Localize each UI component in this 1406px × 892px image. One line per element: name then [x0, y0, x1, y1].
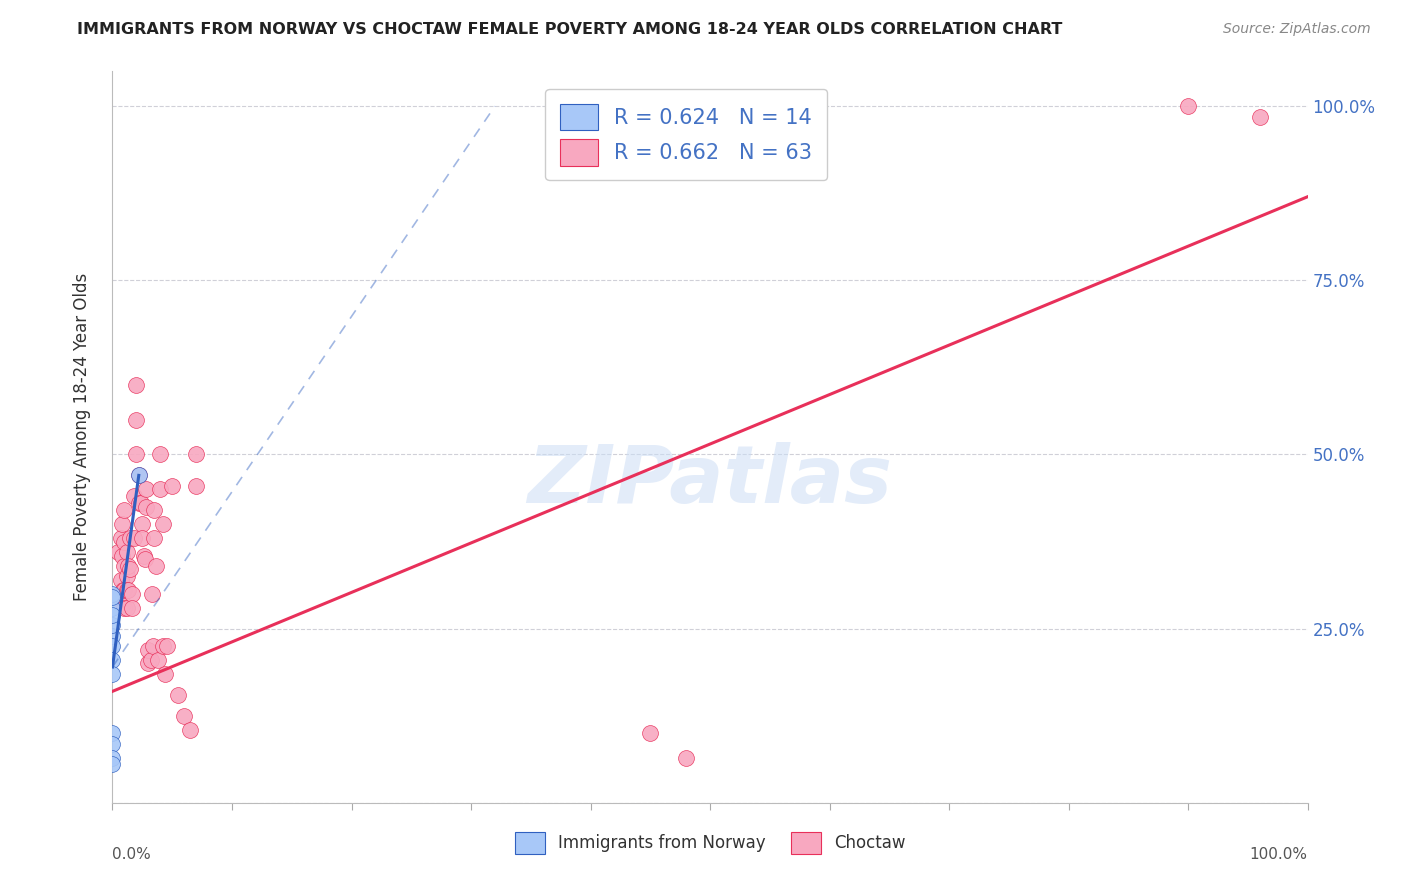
Point — [115, 583, 138, 598]
Y-axis label: Female Poverty Among 18-24 Year Olds: Female Poverty Among 18-24 Year Olds — [73, 273, 91, 601]
Point — [143, 531, 166, 545]
Point — [128, 468, 150, 483]
Point — [110, 531, 132, 545]
Text: Source: ZipAtlas.com: Source: ZipAtlas.com — [1223, 22, 1371, 37]
Point — [101, 600, 124, 615]
Point — [162, 479, 183, 493]
Point — [149, 483, 172, 497]
Point — [101, 653, 124, 667]
Point — [101, 757, 124, 772]
Point — [138, 642, 160, 657]
Point — [145, 558, 167, 573]
Point — [117, 558, 139, 573]
Point — [135, 500, 157, 514]
Point — [138, 657, 160, 671]
Point — [134, 552, 156, 566]
Text: 0.0%: 0.0% — [112, 847, 152, 862]
Legend: Immigrants from Norway, Choctaw: Immigrants from Norway, Choctaw — [508, 826, 912, 860]
Point — [101, 726, 124, 740]
Point — [146, 653, 169, 667]
Point — [121, 587, 143, 601]
Point — [179, 723, 201, 737]
Point — [101, 750, 124, 764]
Point — [107, 545, 129, 559]
Point — [139, 653, 162, 667]
Point — [131, 531, 153, 545]
Point — [156, 639, 179, 653]
Point — [1177, 99, 1199, 113]
Point — [122, 489, 145, 503]
Point — [142, 639, 165, 653]
Point — [143, 503, 166, 517]
Point — [135, 483, 157, 497]
Point — [149, 448, 172, 462]
Point — [101, 639, 124, 653]
Point — [101, 629, 124, 643]
Point — [101, 618, 124, 632]
Point — [173, 708, 195, 723]
Point — [101, 591, 124, 605]
Point — [128, 496, 150, 510]
Point — [114, 583, 135, 598]
Point — [120, 562, 142, 576]
Point — [101, 667, 124, 681]
Point — [675, 750, 697, 764]
Point — [117, 583, 139, 598]
Point — [112, 597, 135, 611]
Text: ZIPatlas: ZIPatlas — [527, 442, 893, 520]
Point — [152, 517, 174, 532]
Point — [128, 468, 150, 483]
Point — [114, 503, 135, 517]
Point — [131, 517, 153, 532]
Point — [112, 583, 135, 598]
Point — [125, 448, 148, 462]
Point — [122, 531, 145, 545]
Point — [640, 726, 662, 740]
Text: 100.0%: 100.0% — [1250, 847, 1308, 862]
Point — [141, 587, 163, 601]
Point — [129, 496, 152, 510]
Point — [153, 667, 176, 681]
Point — [101, 607, 124, 622]
Point — [121, 600, 143, 615]
Point — [101, 587, 124, 601]
Point — [111, 549, 134, 563]
Point — [114, 534, 135, 549]
Point — [1249, 110, 1271, 124]
Point — [186, 479, 208, 493]
Point — [115, 600, 138, 615]
Point — [115, 545, 138, 559]
Point — [616, 99, 638, 113]
Point — [110, 573, 132, 587]
Point — [111, 517, 134, 532]
Point — [125, 412, 148, 426]
Point — [114, 558, 135, 573]
Point — [152, 639, 174, 653]
Text: IMMIGRANTS FROM NORWAY VS CHOCTAW FEMALE POVERTY AMONG 18-24 YEAR OLDS CORRELATI: IMMIGRANTS FROM NORWAY VS CHOCTAW FEMALE… — [77, 22, 1063, 37]
Point — [114, 600, 135, 615]
Point — [115, 569, 138, 583]
Point — [101, 737, 124, 751]
Point — [120, 531, 142, 545]
Point — [186, 448, 208, 462]
Point — [167, 688, 190, 702]
Point — [125, 377, 148, 392]
Point — [132, 549, 155, 563]
Point — [603, 113, 626, 128]
